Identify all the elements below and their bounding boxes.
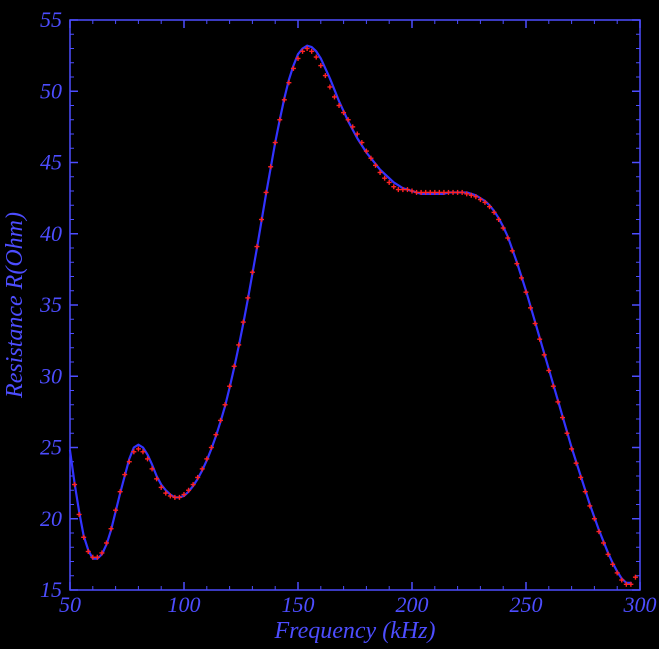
x-tick-label: 50	[59, 592, 81, 617]
resistance-vs-frequency-chart: 50 100 150 200 250 300 15 20 25 30 35 40 45 50 55 Frequ…	[0, 0, 659, 649]
chart-container: 50 100 150 200 250 300 15 20 25 30 35 40 45 50 55 Frequ…	[0, 0, 659, 649]
x-tick-label: 300	[623, 592, 657, 617]
y-tick-label: 30	[39, 363, 62, 388]
y-tick-label: 35	[39, 292, 62, 317]
y-tick-label: 20	[40, 506, 62, 531]
y-tick-label: 40	[40, 221, 62, 246]
y-axis-label: Resistance R(Ohm)	[2, 212, 28, 399]
x-tick-label: 200	[396, 592, 429, 617]
y-tick-label: 15	[40, 577, 62, 602]
x-tick-label: 100	[168, 592, 201, 617]
x-tick-label: 150	[282, 592, 315, 617]
chart-background	[0, 0, 659, 649]
y-tick-label: 55	[40, 7, 62, 32]
x-axis-label: Frequency (kHz)	[273, 618, 435, 644]
y-tick-label: 25	[40, 435, 62, 460]
x-tick-label: 250	[510, 592, 543, 617]
y-tick-label: 45	[40, 150, 62, 175]
y-tick-label: 50	[40, 78, 62, 103]
